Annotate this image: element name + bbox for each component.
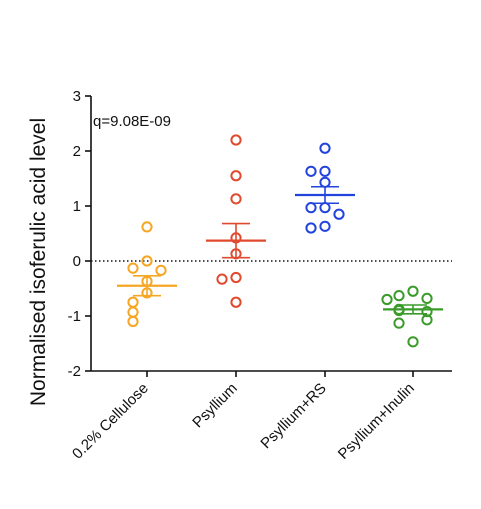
data-marks: [117, 134, 443, 348]
y-axis-label: Normalised isoferulic acid level: [27, 118, 50, 406]
data-point: [393, 317, 405, 329]
data-point: [127, 315, 139, 328]
data-point: [230, 193, 242, 205]
series-group: [381, 285, 443, 348]
y-tick-label: -1: [68, 308, 81, 325]
data-point: [319, 220, 331, 232]
data-point: [127, 306, 139, 318]
data-point: [407, 285, 419, 297]
data-point: [127, 296, 139, 308]
data-point: [319, 176, 331, 188]
y-tick-label: 2: [73, 143, 81, 160]
data-point: [393, 290, 405, 302]
axes: -2 -1 0 1 2 3 0.2% Cellulose Psyllium Psyllium+R…: [68, 88, 452, 463]
data-point: [141, 255, 153, 267]
series-group: [295, 142, 355, 234]
data-point: [141, 221, 153, 233]
data-point: [421, 292, 433, 304]
data-point: [230, 170, 242, 182]
data-point: [407, 336, 419, 348]
x-tick-label: Psyllium+Inulin: [335, 380, 418, 463]
data-point: [305, 165, 317, 177]
data-point: [230, 134, 242, 146]
x-tick-label: Psyllium+RS: [257, 380, 329, 452]
data-point: [305, 222, 317, 234]
y-tick-label: 1: [73, 198, 81, 215]
data-point: [319, 202, 331, 214]
data-point: [305, 202, 317, 214]
data-point: [127, 262, 139, 274]
y-tick-label: -2: [68, 363, 81, 380]
y-tick-label: 3: [73, 88, 81, 105]
data-point: [381, 293, 393, 306]
data-point: [421, 314, 433, 326]
x-tick-label: Psyllium: [189, 380, 241, 432]
data-point: [319, 142, 331, 154]
data-point: [319, 165, 331, 177]
series-group: [206, 134, 266, 308]
q-value-annotation: q=9.08E-09: [93, 113, 171, 130]
data-point: [216, 273, 228, 285]
data-point: [333, 208, 345, 220]
y-tick-label: 0: [73, 253, 81, 270]
data-point: [155, 264, 167, 276]
series-group: [117, 221, 177, 328]
data-point: [230, 296, 242, 308]
x-tick-label: 0.2% Cellulose: [69, 380, 152, 463]
data-point: [230, 271, 242, 284]
